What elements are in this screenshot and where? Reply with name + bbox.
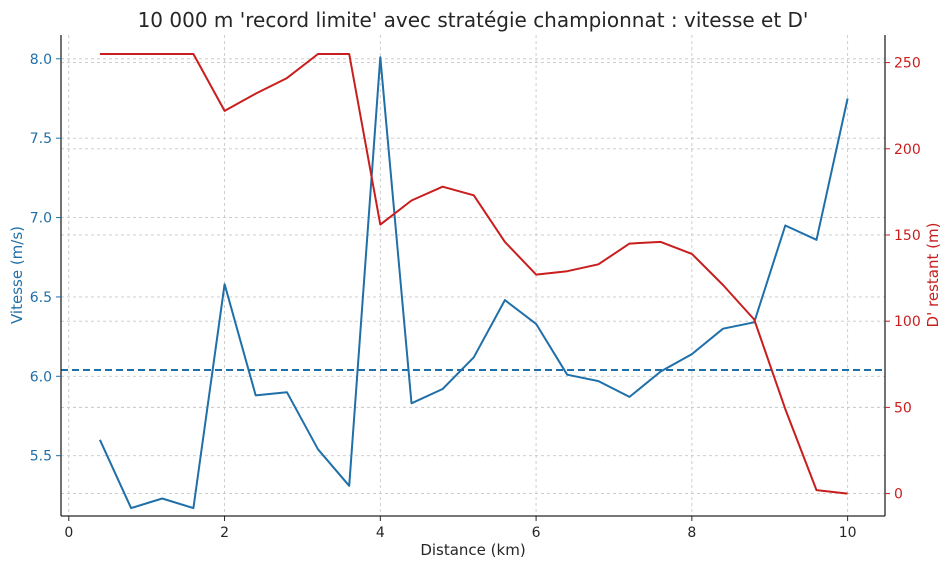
axes: 0 2 4 6 8 10 5.5 6.0 6.5 7.0 7.5 8.0 0 50 100 150 200 250 [30,35,921,541]
series-line-speed [98,56,849,510]
y-right-tick-label: 150 [894,228,921,244]
y-left-tick-label: 8.0 [30,52,52,68]
y-right-tick-label: 250 [894,56,921,72]
y-left-tick-label: 6.5 [30,290,52,306]
x-tick-label: 6 [532,525,541,541]
y-right-tick-label: 0 [894,487,903,503]
series-group [98,53,849,510]
grid [61,35,885,516]
x-tick-label: 10 [839,525,857,541]
y-right-tick-label: 50 [894,400,912,416]
x-tick-label: 4 [376,525,385,541]
series-line-dprime [99,53,848,495]
y-left-tick-label: 7.0 [30,211,52,227]
y-right-tick-label: 200 [894,142,921,158]
y-axis-left-title: Vitesse (m/s) [8,226,26,324]
y-left-tick-label: 6.0 [30,369,52,385]
y-left-tick-label: 5.5 [30,449,52,465]
x-tick-label: 2 [220,525,229,541]
x-tick-label: 8 [687,525,696,541]
y-left-tick-label: 7.5 [30,131,52,147]
y-axis-right-title: D' restant (m) [924,223,942,328]
y-right-tick-label: 100 [894,314,921,330]
chart-title: 10 000 m 'record limite' avec stratégie … [138,8,809,32]
x-axis-title: Distance (km) [420,541,525,559]
x-tick-label: 0 [64,525,73,541]
